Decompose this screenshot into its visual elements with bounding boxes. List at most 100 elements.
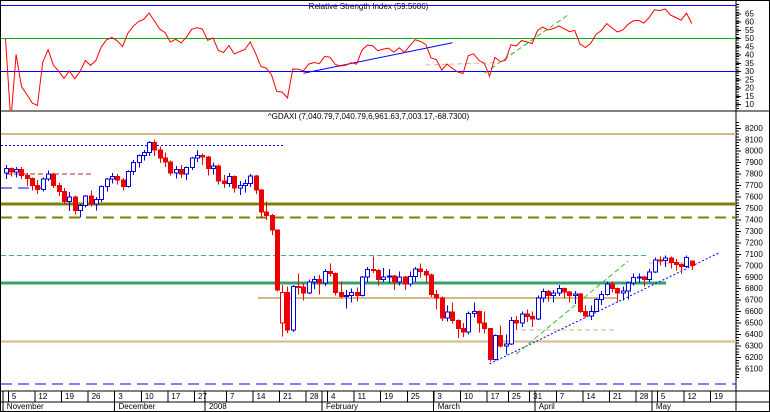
candle-body (317, 278, 322, 284)
price-axis-label-7200: 7200 (745, 238, 763, 247)
candle-body (57, 184, 62, 193)
rsi-plot-area[interactable] (1, 5, 736, 121)
candle-body (152, 141, 157, 151)
rsi-uptrend-green (484, 13, 570, 74)
candle-body (429, 274, 434, 296)
month-label-March: March (438, 402, 460, 411)
candle-body (174, 168, 179, 174)
rsi-axis-label-55: 55 (745, 26, 754, 35)
candle-body (195, 155, 200, 159)
month-label-November: November (7, 402, 44, 411)
candle-body (142, 151, 147, 157)
rsi-axis-label-65: 65 (745, 9, 754, 18)
candle-body (594, 299, 599, 312)
week-label-25: 25 (411, 392, 420, 401)
rsi-axis-label-10: 10 (745, 100, 754, 109)
rsi-axis-label-20: 20 (745, 84, 754, 93)
candle-body (131, 162, 136, 173)
rsi-axis-label-50: 50 (745, 34, 754, 43)
candle-body (530, 315, 535, 320)
week-label-10: 10 (145, 392, 154, 401)
price-axis-label-6500: 6500 (745, 319, 763, 328)
candle-body (456, 320, 461, 330)
candle-body (333, 273, 338, 293)
price-axis-label-6200: 6200 (745, 353, 763, 362)
candle-body (41, 178, 46, 190)
price-axis-label-7000: 7000 (745, 261, 763, 270)
week-label-26: 26 (92, 392, 101, 401)
candle-body (62, 191, 67, 202)
week-label-25: 25 (512, 392, 521, 401)
price-axis-label-7900: 7900 (745, 158, 763, 167)
candle-body (110, 175, 115, 180)
candle-body (280, 291, 285, 324)
month-label-December: December (119, 402, 156, 411)
candle-body (504, 343, 509, 347)
rsi-axis-label-40: 40 (745, 51, 754, 60)
price-axis-label-6700: 6700 (745, 296, 763, 305)
candle-body (674, 262, 679, 265)
price-axis-label-6900: 6900 (745, 273, 763, 282)
rsi-axis-label-25: 25 (745, 75, 754, 84)
candle-body (482, 322, 487, 330)
candle-body (126, 171, 131, 188)
week-label-12: 12 (687, 392, 696, 401)
candle-body (536, 297, 541, 320)
candle-body (89, 195, 94, 205)
price-axis-label-8200: 8200 (745, 124, 763, 133)
candle-body (243, 183, 248, 186)
week-label-4: 4 (331, 392, 336, 401)
candle-body (615, 288, 620, 294)
candle-body (19, 169, 24, 176)
candle-body (275, 229, 280, 291)
price-axis-label-7500: 7500 (745, 204, 763, 213)
candle-body (621, 290, 626, 294)
week-label-21: 21 (283, 392, 292, 401)
candle-body (254, 175, 259, 191)
week-label-28: 28 (310, 392, 319, 401)
candle-body (14, 169, 19, 173)
week-label-31: 31 (533, 392, 542, 401)
candle-body (4, 168, 9, 174)
price-axis-label-6400: 6400 (745, 330, 763, 339)
price-plot-area[interactable] (1, 133, 736, 385)
candle-body (99, 186, 104, 201)
candle-body (190, 157, 195, 168)
candle-body (158, 149, 163, 159)
price-axis-label-7100: 7100 (745, 250, 763, 259)
candle-body (669, 257, 674, 264)
week-label-19: 19 (714, 392, 723, 401)
candle-body (184, 166, 189, 175)
week-label-12: 12 (38, 392, 47, 401)
candle-body (365, 268, 370, 278)
week-label-27: 27 (198, 392, 207, 401)
candle-body (658, 259, 663, 262)
candle-body (328, 270, 333, 275)
uptrend-green-dashed (515, 260, 629, 355)
price-axis-label-7300: 7300 (745, 227, 763, 236)
candle-body (440, 297, 445, 319)
candle-body (67, 196, 72, 202)
candle-body (493, 334, 498, 361)
candle-body (477, 310, 482, 324)
candle-body (264, 211, 269, 216)
rsi-axis-label-45: 45 (745, 42, 754, 51)
candle-body (450, 311, 455, 322)
candle-body (663, 257, 668, 262)
month-label-May: May (656, 402, 671, 411)
rsi-axis-label-35: 35 (745, 59, 754, 68)
candle-body (51, 173, 56, 186)
candle-body (573, 293, 578, 297)
rsi-axis-label-60: 60 (745, 18, 754, 27)
candle-body (296, 285, 301, 288)
candle-body (163, 157, 168, 163)
month-label-February: February (326, 402, 358, 411)
candle-body (248, 175, 253, 185)
candle-body (472, 310, 477, 314)
rsi-uptrend-blue (303, 42, 453, 74)
candle-body (25, 174, 30, 180)
candle-body (509, 320, 514, 345)
candle-body (381, 276, 386, 280)
